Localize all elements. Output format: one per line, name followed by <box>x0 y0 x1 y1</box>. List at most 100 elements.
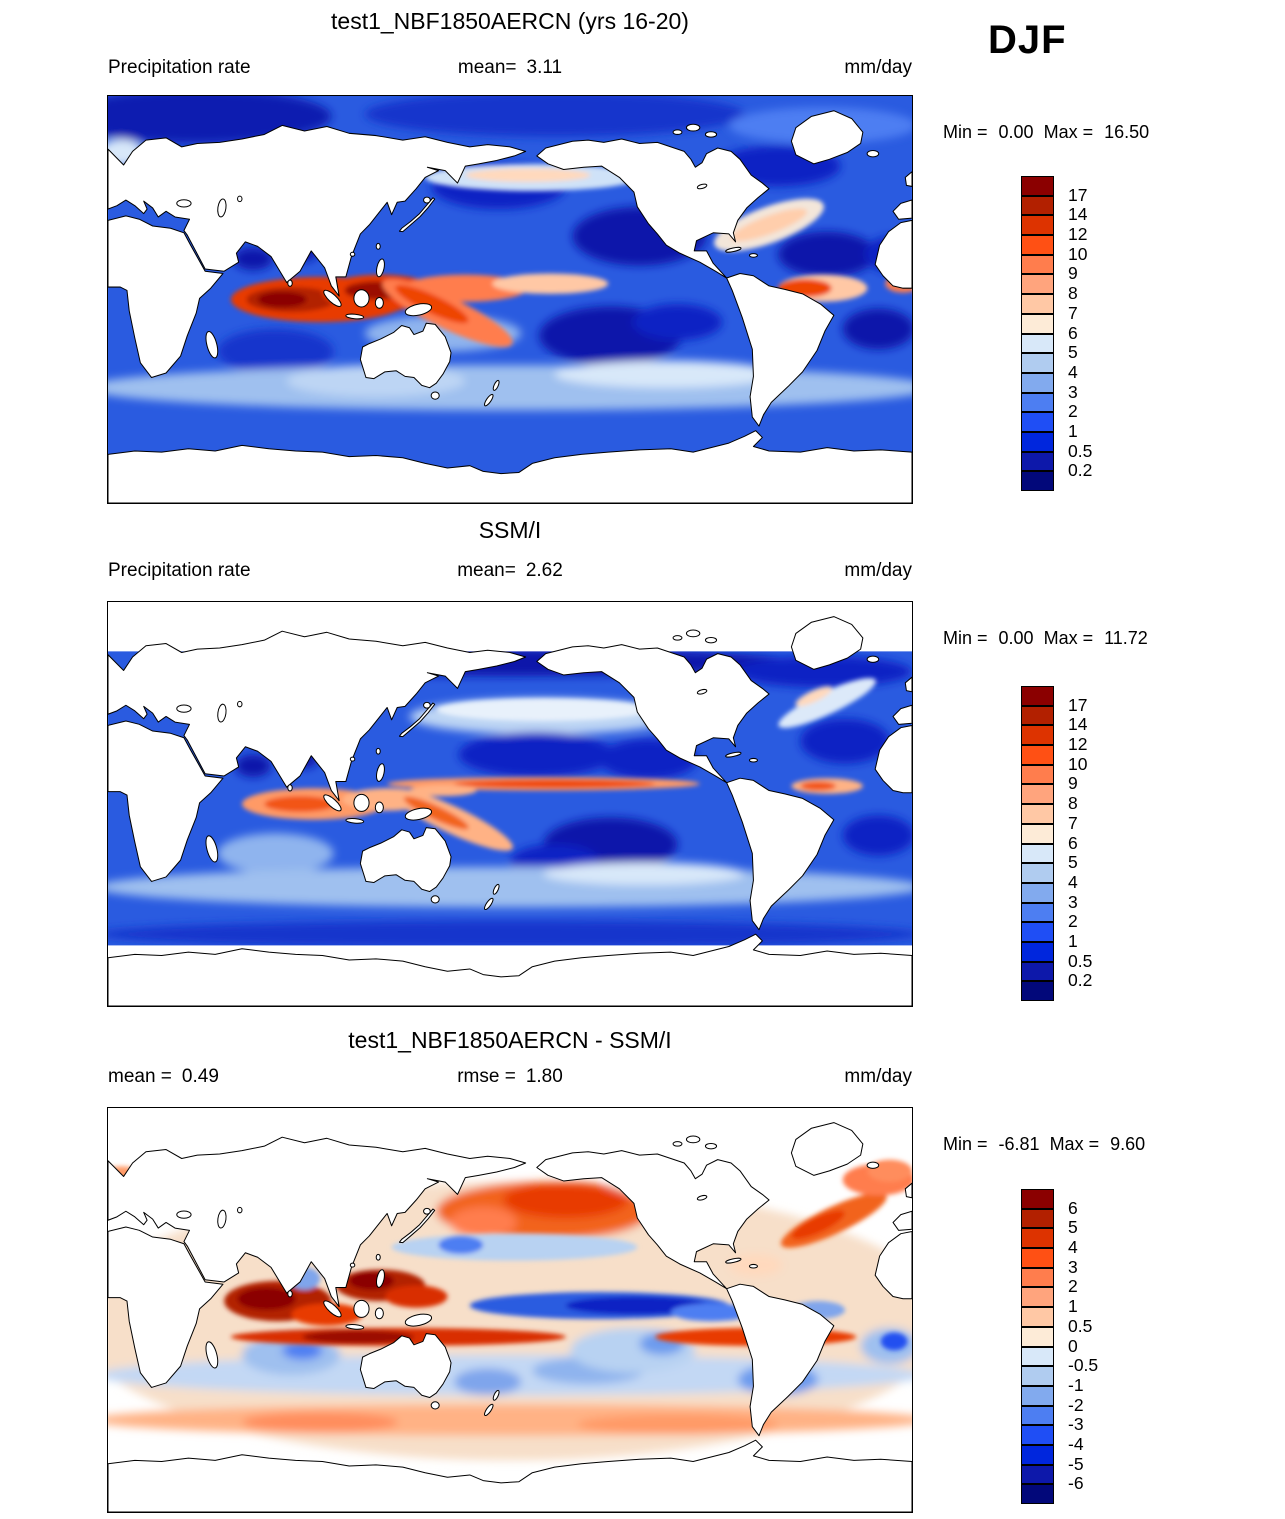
panel2-variable-label: Precipitation rate <box>108 560 251 581</box>
colorbar-cell <box>1021 1366 1054 1386</box>
panel3-max-value: 9.60 <box>1110 1134 1146 1154</box>
colorbar-tick-label: 4 <box>1068 361 1078 382</box>
colorbar-cell <box>1021 1484 1054 1504</box>
panel1-min-label: Min = <box>943 122 988 142</box>
colorbar-cell <box>1021 1307 1054 1327</box>
colorbar-tick-label: 1 <box>1068 1295 1078 1316</box>
colorbar-cell <box>1021 745 1054 765</box>
panel2-max-label: Max = <box>1043 628 1094 648</box>
colorbar-tick-label: 7 <box>1068 302 1078 323</box>
colorbar-tick-label: -1 <box>1068 1374 1084 1395</box>
colorbar-cell <box>1021 1228 1054 1249</box>
colorbar-tick-label: 0.5 <box>1068 440 1093 461</box>
panel3-mean-label: mean = <box>108 1066 172 1087</box>
colorbar-tick-label: 10 <box>1068 243 1088 264</box>
colorbar-cell <box>1021 705 1054 726</box>
colorbar-cell <box>1021 195 1054 216</box>
panel2-mean: mean= 2.62 <box>108 560 912 582</box>
panel1-max-label: Max = <box>1043 122 1094 142</box>
colorbar-tick-label: 6 <box>1068 832 1078 853</box>
colorbar-cell <box>1021 215 1054 236</box>
colorbar-cell <box>1021 1326 1054 1347</box>
colorbar-cell <box>1021 1248 1054 1268</box>
panel1-colorbar: 17 14 12 10 9 8 7 6 5 4 3 2 1 0.5 0.2 <box>1021 176 1092 491</box>
colorbar-cell <box>1021 412 1054 432</box>
panel1-min-value: 0.00 <box>998 122 1034 142</box>
colorbar-cell <box>1021 372 1054 393</box>
panel2-min-value: 0.00 <box>998 628 1034 648</box>
colorbar-cell <box>1021 353 1054 373</box>
panel3-mean-value: 0.49 <box>181 1066 219 1087</box>
colorbar-tick-label: -4 <box>1068 1433 1084 1454</box>
panel3-stats-row: mean = 0.49 rmse = 1.80 mm/day <box>108 1066 912 1090</box>
map-diff-svg <box>108 1108 912 1512</box>
colorbar-cell <box>1021 471 1054 491</box>
colorbar-tick-label: 0.2 <box>1068 460 1093 481</box>
colorbar-cell <box>1021 843 1054 864</box>
season-label: DJF <box>988 18 1067 62</box>
map-obs-svg <box>108 602 912 1006</box>
panel3-rmse-label: rmse = <box>457 1066 516 1087</box>
colorbar-cell <box>1021 235 1054 255</box>
colorbar-cell <box>1021 294 1054 314</box>
colorbar-tick-label: 10 <box>1068 753 1088 774</box>
colorbar-tick-label: 3 <box>1068 381 1078 402</box>
panel3-max-label: Max = <box>1049 1134 1100 1154</box>
colorbar-tick-label: 1 <box>1068 420 1078 441</box>
colorbar-cell <box>1021 254 1054 275</box>
panel1-minmax: Min = 0.00 Max = 16.50 <box>943 122 1149 143</box>
colorbar-tick-label: 8 <box>1068 282 1078 303</box>
colorbar-cell <box>1021 1189 1054 1209</box>
colorbar-tick-label: 3 <box>1068 1256 1078 1277</box>
colorbar-tick-label: -2 <box>1068 1394 1084 1415</box>
colorbar-tick-label: 6 <box>1068 1197 1078 1218</box>
colorbar-cell <box>1021 451 1054 472</box>
colorbar-cell <box>1021 313 1054 334</box>
colorbar-tick-label: 6 <box>1068 322 1078 343</box>
colorbar-tick-label: -5 <box>1068 1453 1084 1474</box>
colorbar-tick-label: -3 <box>1068 1414 1084 1435</box>
colorbar-cell <box>1021 1464 1054 1485</box>
panel3-minmax: Min = -6.81 Max = 9.60 <box>943 1134 1145 1155</box>
colorbar-tick-label: 5 <box>1068 342 1078 363</box>
colorbar-cell <box>1021 981 1054 1001</box>
colorbar-tick-label: 0.5 <box>1068 950 1093 971</box>
panel3-min-value: -6.81 <box>998 1134 1040 1154</box>
map-obs <box>107 601 913 1007</box>
colorbar-tick-label: 17 <box>1068 184 1088 205</box>
colorbar-tick-label: 0.5 <box>1068 1315 1093 1336</box>
colorbar-cell <box>1021 764 1054 785</box>
colorbar-cell <box>1021 333 1054 354</box>
panel1-units: mm/day <box>844 57 912 78</box>
panel1-mean: mean= 3.11 <box>108 57 912 79</box>
panel2-stats-row: Precipitation rate mean= 2.62 mm/day <box>108 560 912 584</box>
panel1-stats-row: Precipitation rate mean= 3.11 mm/day <box>108 57 912 81</box>
colorbar-cell <box>1021 902 1054 923</box>
panel2-colorbar: 17 14 12 10 9 8 7 6 5 4 3 2 1 0.5 0.2 <box>1021 686 1092 1001</box>
colorbar-cell <box>1021 1425 1054 1445</box>
colorbar-cell <box>1021 1267 1054 1288</box>
colorbar-tick-label: 2 <box>1068 1276 1078 1297</box>
map-diff <box>107 1107 913 1513</box>
panel3-rmse-value: 1.80 <box>525 1066 563 1087</box>
colorbar-tick-label: 4 <box>1068 1236 1078 1257</box>
colorbar-tick-label: 9 <box>1068 263 1078 284</box>
colorbar-cell <box>1021 784 1054 805</box>
colorbar-tick-label: 7 <box>1068 812 1078 833</box>
colorbar-tick-label: 14 <box>1068 204 1088 225</box>
colorbar-cell <box>1021 882 1054 903</box>
panel2-minmax: Min = 0.00 Max = 11.72 <box>943 628 1148 649</box>
colorbar-tick-label: 2 <box>1068 911 1078 932</box>
colorbar-cell <box>1021 804 1054 824</box>
colorbar-tick-label: 0 <box>1068 1335 1078 1356</box>
colorbar-tick-label: 5 <box>1068 852 1078 873</box>
panel2-units: mm/day <box>844 560 912 581</box>
panel3-units: mm/day <box>844 1066 912 1087</box>
colorbar-tick-label: 5 <box>1068 1217 1078 1238</box>
panel1-max-value: 16.50 <box>1104 122 1150 142</box>
colorbar-cell <box>1021 863 1054 883</box>
colorbar-tick-label: 1 <box>1068 930 1078 951</box>
map-model <box>107 95 913 504</box>
colorbar-tick-label: 12 <box>1068 223 1088 244</box>
colorbar-cell <box>1021 1287 1054 1308</box>
